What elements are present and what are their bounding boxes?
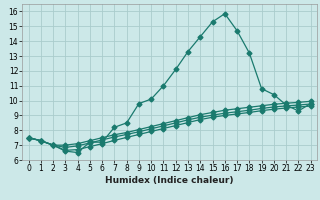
X-axis label: Humidex (Indice chaleur): Humidex (Indice chaleur)	[105, 176, 234, 185]
